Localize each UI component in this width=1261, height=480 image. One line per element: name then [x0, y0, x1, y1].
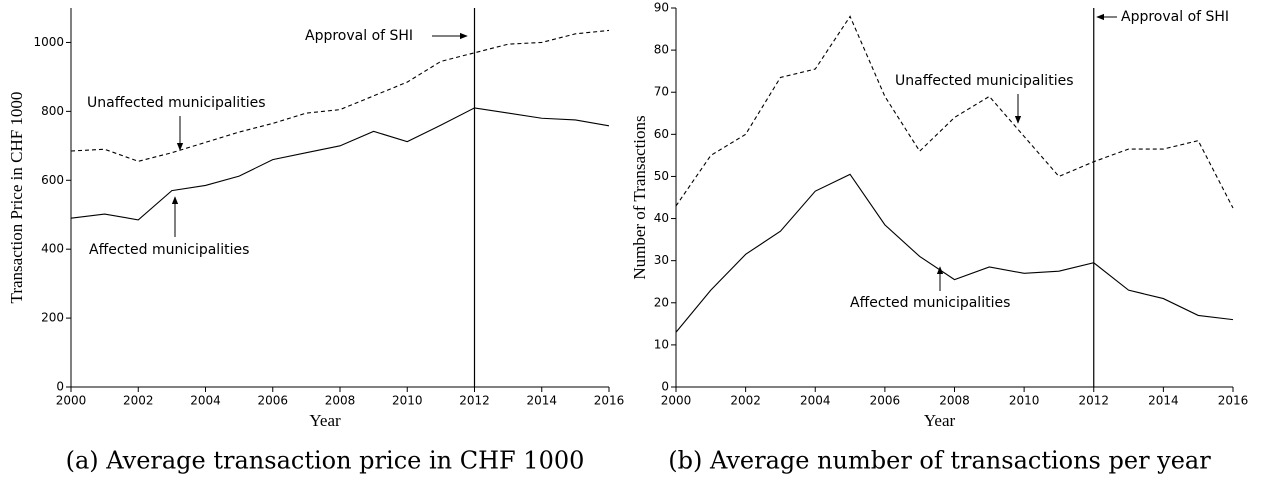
y-tick-label: 400 — [41, 242, 64, 256]
x-tick-label: 2000 — [661, 394, 692, 408]
y-tick-label: 70 — [654, 85, 669, 99]
x-tick-label: 2006 — [257, 394, 288, 408]
x-tick-label: 2006 — [870, 394, 901, 408]
x-tick-label: 2016 — [1218, 394, 1249, 408]
series-line — [70, 29, 610, 162]
x-tick-label: 2010 — [1009, 394, 1040, 408]
y-tick-label: 60 — [654, 127, 669, 141]
x-tick-label: 2012 — [1078, 394, 1109, 408]
x-tick-label: 2002 — [123, 394, 154, 408]
series-line — [70, 107, 610, 221]
y-axis-label: Transaction Price in CHF 1000 — [7, 92, 26, 304]
y-tick-label: 50 — [654, 169, 669, 183]
x-tick-label: 2012 — [459, 394, 490, 408]
y-tick-label: 600 — [41, 173, 64, 187]
y-tick-label: 800 — [41, 104, 64, 118]
x-tick-label: 2014 — [526, 394, 557, 408]
y-tick-label: 0 — [56, 380, 64, 394]
y-tick-label: 40 — [654, 211, 669, 225]
y-tick-label: 0 — [661, 380, 669, 394]
series-line — [675, 173, 1234, 333]
x-tick-label: 2008 — [325, 394, 356, 408]
annotation: Affected municipalities — [850, 295, 1010, 311]
caption: (b) Average number of transactions per y… — [668, 447, 1211, 475]
x-axis-label: Year — [924, 411, 956, 430]
x-tick-label: 2014 — [1148, 394, 1179, 408]
x-axis-label: Year — [309, 411, 341, 430]
caption: (a) Average transaction price in CHF 100… — [66, 447, 585, 475]
x-tick-label: 2004 — [190, 394, 221, 408]
x-tick-label: 2002 — [730, 394, 761, 408]
x-tick-label: 2010 — [392, 394, 423, 408]
annotation: Approval of SHI — [305, 28, 413, 44]
y-tick-label: 30 — [654, 253, 669, 267]
x-tick-label: 2000 — [56, 394, 87, 408]
x-tick-label: 2004 — [800, 394, 831, 408]
annotation: Unaffected municipalities — [895, 73, 1074, 89]
annotation: Approval of SHI — [1121, 9, 1229, 25]
y-tick-label: 90 — [654, 1, 669, 15]
annotation: Unaffected municipalities — [87, 95, 266, 111]
x-tick-label: 2016 — [594, 394, 625, 408]
y-axis-label: Number of Transactions — [630, 115, 649, 279]
x-tick-label: 2008 — [939, 394, 970, 408]
y-tick-label: 1000 — [33, 35, 64, 49]
series-line — [675, 15, 1234, 209]
y-tick-label: 200 — [41, 311, 64, 325]
y-tick-label: 10 — [654, 337, 669, 351]
annotation: Affected municipalities — [89, 242, 249, 258]
y-tick-label: 80 — [654, 43, 669, 57]
y-tick-label: 20 — [654, 295, 669, 309]
